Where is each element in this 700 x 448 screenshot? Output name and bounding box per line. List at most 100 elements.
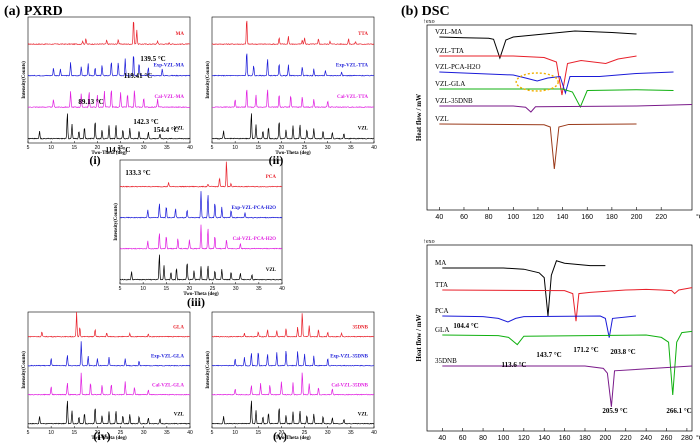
pxrd-i-panel-label: (i): [89, 153, 100, 167]
pxrd-ii-xtick-label: 25: [302, 145, 308, 151]
pxrd-i-xtick-label: 25: [118, 145, 124, 151]
pxrd-ii-series-exp-vzl-tta: [211, 53, 375, 77]
pxrd-v-plot: 5 10 15 20 25 30 35 40 Two-Theta (deg) Intensity(…: [206, 311, 377, 443]
dsc-top-legend-vzl-35dnb: VZL-35DNB: [435, 97, 473, 105]
pxrd-iii-series-vzl: [119, 254, 283, 281]
pxrd-iii-legend-vzl: VZL: [266, 268, 277, 273]
dsc-top-legend-vzl-tta: VZL-TTA: [435, 47, 464, 55]
dsc-bottom-annotation: 143.7 °C: [536, 351, 561, 359]
pxrd-v-frame: [211, 311, 375, 429]
pxrd-i-xtick-label: 10: [48, 145, 54, 151]
pxrd-iv-xtick-label: 15: [72, 430, 78, 436]
dsc-top-annotation: 142.3 °C: [133, 118, 158, 126]
dsc-top-series-vzl-ma: [439, 30, 637, 60]
dsc-top-series-vzl: [439, 123, 637, 170]
pxrd-iii-xtick-label: 40: [279, 286, 285, 292]
pxrd-iii-legend-pca: PCA: [266, 175, 277, 180]
pxrd-i-xtick-label: 5: [27, 145, 30, 151]
dsc-bottom-xtick-label: 120: [518, 435, 530, 442]
dsc-bottom-xtick-label: 80: [479, 435, 487, 442]
pxrd-iv-legend-exp-vzl-gla: Exp-VZL-GLA: [151, 354, 184, 359]
dsc-top-xtick-label: 220: [655, 214, 667, 221]
pxrd-iv-xtick-label: 5: [27, 430, 30, 436]
pxrd-iv-series-exp-vzl-gla: [27, 341, 191, 367]
dsc-bottom-ylabel: Heat flow / mW: [415, 314, 423, 361]
dsc-top-exo: ↑exo: [423, 19, 435, 25]
pxrd-v-xtick-label: 25: [302, 430, 308, 436]
dsc-bottom-xtick-label: 160: [559, 435, 571, 442]
pxrd-iv-xtick-label: 10: [48, 430, 54, 436]
dsc-bottom-annotation: 171.2 °C: [573, 346, 598, 354]
pxrd-iv-xtick-label: 25: [118, 430, 124, 436]
pxrd-iv-panel-label: (iv): [93, 429, 110, 443]
dsc-top-xtick-label: 140: [557, 214, 569, 221]
pxrd-ii-legend-cal-vzl-tta: Cal-VZL-TTA: [337, 95, 368, 100]
pxrd-iii-legend-exp-vzl-pca-h2o: Exp-VZL-PCA-H2O: [232, 206, 277, 211]
pxrd-v-legend-vzl: VZL: [358, 412, 369, 417]
pxrd-ii-series-tta: [211, 20, 375, 46]
pxrd-iii-frame: [119, 159, 283, 285]
dsc-bottom-annotation: 104.4 °C: [453, 322, 478, 330]
dsc-top-ylabel: Heat flow / mW: [415, 94, 423, 141]
pxrd-i-xlabel: Two-Theta (deg): [91, 151, 127, 156]
dsc-top-legend-vzl: VZL: [435, 115, 449, 123]
dsc-top-annotation: 114.3 °C: [106, 146, 131, 154]
pxrd-i-plot: 5 10 15 20 25 30 35 40 Two-Theta (deg) Intensity(…: [22, 16, 193, 167]
pxrd-iii-series-cal-vzl-pca-h2o: [119, 224, 283, 250]
pxrd-iii-plot: 5 10 15 20 25 30 35 40 Two-Theta (deg) Intensity(…: [114, 159, 285, 309]
pxrd-v-legend-exp-vzl-35dnb: Exp-VZL-35DNB: [330, 354, 368, 359]
dsc-bottom-legend-35dnb: 35DNB: [435, 357, 457, 365]
dsc-bottom-frame: [426, 244, 693, 432]
dsc-top-xtick-label: 120: [532, 214, 544, 221]
dsc-bottom-xtick-label: 280: [681, 435, 693, 442]
pxrd-iv-xtick-label: 20: [95, 430, 101, 436]
pxrd-iii-xtick-label: 15: [164, 286, 170, 292]
dsc-top-legend-vzl-ma: VZL-MA: [435, 28, 462, 36]
pxrd-ii-series-vzl: [211, 113, 375, 140]
pxrd-iv-series-gla: [27, 312, 191, 338]
dsc-top-series-vzl-gla: [439, 88, 674, 109]
pxrd-v-xtick-label: 15: [256, 430, 262, 436]
pxrd-i-legend-exp-vzl-ma: Exp-VZL-MA: [153, 64, 184, 69]
pxrd-i-legend-cal-vzl-ma: Cal-VZL-MA: [155, 95, 185, 100]
dsc-top-annotation: 89.13 °C: [78, 98, 103, 106]
dsc-top-annotation: 133.3 °C: [125, 169, 150, 177]
pxrd-i-series-cal-vzl-ma: [27, 90, 191, 109]
dsc-bottom-legend-ma: MA: [435, 259, 446, 267]
dsc-top-xtick-label: 80: [485, 214, 493, 221]
pxrd-v-xtick-label: 35: [348, 430, 354, 436]
pxrd-v-series-vzl: [211, 400, 375, 425]
pxrd-ii-xtick-label: 5: [211, 145, 214, 151]
dsc-top-xtick-label: 200: [631, 214, 643, 221]
pxrd-iii-xtick-label: 10: [140, 286, 146, 292]
pxrd-iv-series-cal-vzl-gla: [27, 372, 191, 396]
pxrd-title: (a) PXRD: [4, 4, 63, 19]
pxrd-ii-xlabel: Two-Theta (deg): [275, 151, 311, 156]
pxrd-iv-legend-gla: GLA: [173, 325, 184, 330]
dsc-bottom-annotation: 266.1 °C: [666, 407, 691, 415]
pxrd-iii-xlabel: Two-Theta (deg): [183, 292, 219, 297]
pxrd-ii-xtick-label: 40: [371, 145, 377, 151]
dsc-bottom-xtick-label: 100: [498, 435, 510, 442]
pxrd-i-xtick-label: 20: [95, 145, 101, 151]
pxrd-v-xtick-label: 10: [232, 430, 238, 436]
pxrd-i-xtick-label: 15: [72, 145, 78, 151]
pxrd-v-xlabel: Two-Theta (deg): [275, 436, 311, 441]
dsc-bottom-annotation: 113.6 °C: [502, 361, 527, 369]
dsc-top-annotation: 139.5 °C: [140, 55, 165, 63]
pxrd-ii-legend-vzl: VZL: [358, 127, 369, 132]
pxrd-i-legend-ma: MA: [176, 32, 185, 37]
dsc-bottom-annotation: 203.8 °C: [610, 348, 635, 356]
pxrd-iii-series-pca: [119, 161, 283, 188]
dsc-bottom-xtick-label: 220: [620, 435, 632, 442]
pxrd-iv-plot: 5 10 15 20 25 30 35 40 Two-Theta (deg) Intensity(…: [22, 311, 193, 443]
highlight-ellipse: [515, 72, 559, 92]
pxrd-v-panel-label: (v): [273, 429, 287, 443]
dsc-top-xtick-label: 60: [460, 214, 468, 221]
pxrd-v-series-35dnb: [211, 313, 375, 338]
pxrd-ii-ylabel: Intensity(Counts): [206, 61, 211, 99]
dsc-top-plot: 40 60 80 100 120 140 160 180 200 220 °C ↑exo Heat fl…: [78, 19, 700, 221]
pxrd-iv-xtick-label: 30: [141, 430, 147, 436]
pxrd-iv-xtick-label: 35: [164, 430, 170, 436]
